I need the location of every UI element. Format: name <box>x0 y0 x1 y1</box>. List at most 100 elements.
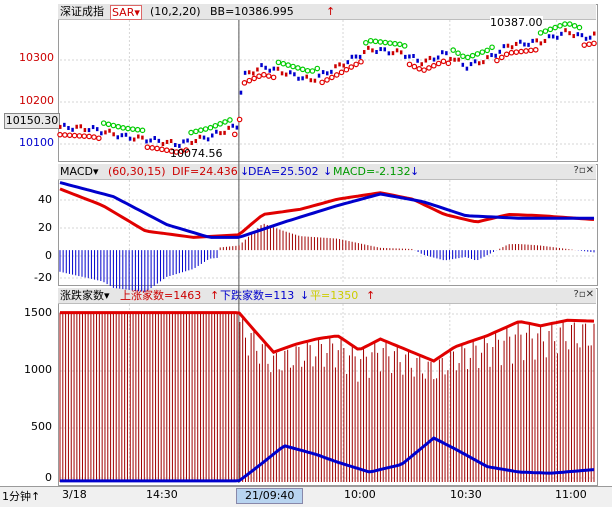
sar-dot <box>212 122 219 129</box>
up-count-line <box>60 311 595 363</box>
price-bar <box>91 125 95 130</box>
period-selector[interactable]: 1分钟↑ <box>2 488 40 504</box>
macd-selector[interactable]: MACD▾ <box>60 165 99 178</box>
price-bar <box>87 128 91 133</box>
sar-dot <box>86 133 92 140</box>
price-bar <box>527 42 530 47</box>
chevron-down-icon: ▾ <box>134 6 140 19</box>
sar-dot <box>62 132 68 138</box>
sar-dot <box>552 24 558 31</box>
price-bar <box>420 62 423 67</box>
price-bar <box>174 143 177 148</box>
sar-dot <box>557 23 563 29</box>
price-bar <box>145 139 148 144</box>
price-bar <box>317 73 321 78</box>
indicator-selector[interactable]: SAR▾ <box>110 5 142 20</box>
price-bar <box>190 140 193 145</box>
sar-dot <box>207 124 214 131</box>
price-bar <box>297 76 300 81</box>
sar-dot <box>149 145 156 151</box>
price-bar <box>293 72 296 77</box>
sar-dot <box>91 134 97 140</box>
sar-dot <box>382 39 389 46</box>
sar-dot <box>295 65 301 71</box>
sar-dot <box>159 146 165 153</box>
price-bar <box>276 66 280 71</box>
sar-dot <box>314 65 321 72</box>
price-bar <box>367 45 370 50</box>
indicator-params: (10,2,20) <box>150 5 201 18</box>
sar-dot <box>363 39 369 46</box>
price-bar <box>165 139 169 144</box>
price-bar <box>198 134 202 139</box>
sar-dot <box>304 67 311 74</box>
price-bar <box>519 39 522 44</box>
dif-value: DIF=24.436 <box>172 165 238 178</box>
sar-dot <box>562 21 568 27</box>
price-bar <box>284 72 288 77</box>
sar-dot <box>416 66 423 72</box>
sar-dot <box>464 54 471 61</box>
price-bar <box>490 53 493 58</box>
price-bar <box>63 122 66 127</box>
price-bar <box>161 142 165 147</box>
sar-dot <box>256 73 262 80</box>
price-bar <box>477 61 481 66</box>
price-bar <box>358 54 362 59</box>
sar-dot <box>338 69 345 76</box>
price-bar <box>186 138 189 143</box>
price-bar <box>128 136 132 141</box>
sar-dot <box>246 77 253 84</box>
period-label: 1分钟 <box>2 490 31 503</box>
price-bar <box>309 78 313 83</box>
price-bar <box>486 55 489 60</box>
breadth-title: 涨跌家数 <box>60 289 104 302</box>
price-bar <box>346 60 350 65</box>
price-bar <box>256 67 259 72</box>
price-bar <box>75 124 78 129</box>
sar-dot <box>377 39 384 45</box>
price-bar <box>387 51 391 56</box>
price-bar <box>502 44 506 49</box>
price-bar <box>436 55 440 60</box>
sar-dot <box>474 51 481 57</box>
bb-value: BB=10386.995 <box>210 5 294 18</box>
low-label: 10074.56 <box>170 147 223 160</box>
sar-dot <box>348 64 355 70</box>
macd-tick: 0 <box>45 249 52 262</box>
sar-dot <box>202 126 209 132</box>
dea-line <box>59 181 594 239</box>
price-bar <box>424 58 428 63</box>
price-bar <box>83 128 87 133</box>
price-bar <box>178 143 181 148</box>
x-axis-bar <box>0 486 612 507</box>
panel-controls[interactable]: ?▫✕ <box>573 289 594 300</box>
arrow-up-icon: ↑ <box>366 289 376 302</box>
arrow-up-icon: ↑ <box>210 289 220 302</box>
price-bar <box>531 38 534 43</box>
price-bar <box>580 33 584 38</box>
breadth-tick: 0 <box>45 471 52 484</box>
breadth-selector[interactable]: 涨跌家数▾ <box>60 289 110 302</box>
price-bar <box>441 50 444 55</box>
sar-dot <box>105 121 112 128</box>
price-bar <box>514 41 518 46</box>
price-bar <box>247 70 251 75</box>
price-bar <box>330 69 333 74</box>
price-bar <box>243 70 247 75</box>
price-bar <box>235 125 239 130</box>
sar-dot <box>261 71 267 78</box>
price-panel <box>58 4 598 162</box>
breadth-tick: 500 <box>31 420 52 433</box>
price-bar <box>280 71 284 76</box>
sar-dot <box>193 128 199 135</box>
arrow-up-icon: ↑ <box>31 490 41 503</box>
price-bar <box>169 139 173 144</box>
sar-dot <box>280 60 287 67</box>
panel-controls[interactable]: ?▫✕ <box>573 165 594 176</box>
time-label: 3/18 <box>62 488 87 501</box>
price-bar <box>223 130 226 135</box>
sar-dot <box>227 117 233 123</box>
sar-dot <box>503 51 510 58</box>
